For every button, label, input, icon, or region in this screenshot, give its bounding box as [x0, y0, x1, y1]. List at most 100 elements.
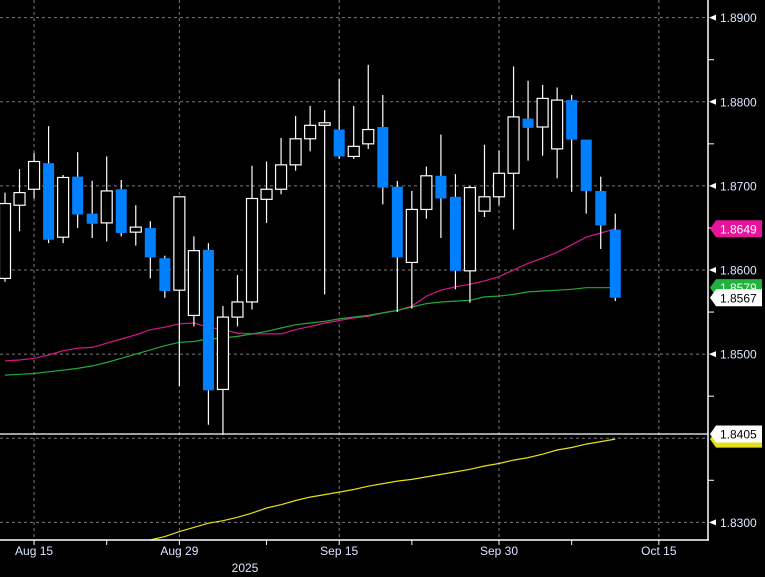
y-tick-label: 1.8800	[720, 95, 757, 109]
candle	[318, 110, 331, 295]
candle-body-down	[595, 190, 607, 226]
candle-body-up	[536, 97, 549, 128]
candle	[173, 196, 186, 387]
candle	[187, 236, 200, 327]
value-tag-label: 1.8649	[720, 222, 757, 236]
x-tick-label: Aug 29	[160, 544, 198, 558]
candle-body-up	[362, 128, 375, 145]
candle	[274, 137, 288, 195]
candle	[115, 180, 127, 237]
candle	[507, 66, 520, 230]
candle-body-up	[27, 160, 41, 190]
candle-body-down	[144, 227, 156, 258]
candle	[449, 174, 461, 290]
candle-body-up	[13, 192, 26, 206]
magenta-ma-tag: 1.8649	[710, 220, 762, 238]
candle	[43, 126, 55, 244]
candle-body-down	[580, 139, 592, 191]
candle-body-up	[347, 145, 360, 158]
candle-body-down	[86, 213, 98, 224]
x-tick-label: Sep 15	[320, 544, 358, 558]
candle	[289, 116, 302, 171]
candle-body-down	[609, 229, 621, 298]
candle-body-down	[377, 127, 389, 188]
candle	[333, 79, 345, 159]
candle	[580, 139, 592, 214]
candle	[144, 221, 156, 279]
x-tick-label: Sep 30	[480, 544, 518, 558]
candle	[405, 190, 418, 309]
candle-body-up	[245, 197, 259, 303]
candle-body-up	[216, 316, 230, 391]
candle	[463, 185, 477, 303]
candle-body-down	[391, 186, 403, 258]
candle	[536, 84, 549, 156]
candle	[216, 306, 230, 435]
value-tag-shape	[710, 425, 762, 443]
candle-body-up	[274, 164, 288, 190]
candle	[595, 176, 607, 249]
candle-body-up	[0, 202, 12, 280]
candle	[377, 95, 389, 205]
value-tag-label: 1.8567	[720, 291, 757, 305]
candle-body-up	[187, 250, 200, 317]
candle-body-up	[129, 226, 142, 233]
candle-body-down	[566, 100, 578, 140]
candle-body-up	[420, 175, 433, 211]
x-tick-label: Aug 15	[15, 544, 53, 558]
value-tag-shape	[710, 220, 762, 238]
candle-body-up	[463, 186, 477, 272]
candle	[566, 95, 578, 192]
y-tick-label: 1.8600	[720, 264, 757, 278]
moving-average-yellow-line	[150, 438, 616, 541]
candle-body-down	[159, 258, 171, 292]
y-tick-label: 1.8300	[720, 516, 757, 530]
year-label: 2025	[232, 561, 259, 575]
y-tick-label: 1.8500	[720, 348, 757, 362]
candle	[420, 166, 433, 219]
y-tick-marker	[709, 182, 716, 189]
candle	[72, 152, 84, 228]
candle-body-up	[289, 138, 302, 166]
candle	[609, 213, 621, 302]
candle	[362, 64, 375, 149]
value-tag-label: 1.8405	[720, 428, 757, 442]
y-tick-marker	[709, 98, 716, 105]
candle-body-up	[507, 116, 520, 174]
candle	[202, 243, 214, 425]
candle	[0, 192, 12, 282]
candle	[522, 80, 534, 161]
candle	[478, 144, 491, 218]
candle	[129, 205, 142, 246]
candle	[86, 180, 98, 239]
candle	[159, 255, 171, 298]
candle-body-up	[173, 196, 186, 291]
candle-body-down	[435, 175, 447, 199]
value-tag-shape	[710, 289, 762, 307]
candle-body-down	[115, 189, 127, 233]
candle-body-up	[405, 208, 418, 264]
y-tick-label: 1.8700	[720, 179, 757, 193]
y-tick-marker	[709, 519, 716, 526]
candle-body-up	[231, 301, 244, 318]
candle-body-down	[43, 163, 55, 240]
candle	[391, 180, 403, 313]
candle-body-up	[100, 190, 113, 224]
candle-body-down	[449, 196, 461, 271]
last-price-tag: 1.8567	[710, 289, 762, 307]
candle	[13, 169, 26, 232]
y-tick-marker	[709, 351, 716, 358]
candle	[245, 165, 259, 310]
candle-body-down	[72, 176, 84, 215]
y-tick-marker	[709, 14, 716, 21]
candle-body-up	[551, 99, 564, 150]
candle-body-up	[57, 176, 70, 238]
candle	[231, 275, 244, 327]
y-tick-marker	[709, 267, 716, 273]
candle-body-down	[522, 118, 534, 128]
candle	[57, 174, 70, 244]
candle	[492, 150, 506, 206]
candle	[347, 105, 360, 159]
candle	[435, 134, 447, 239]
candle	[100, 156, 113, 242]
